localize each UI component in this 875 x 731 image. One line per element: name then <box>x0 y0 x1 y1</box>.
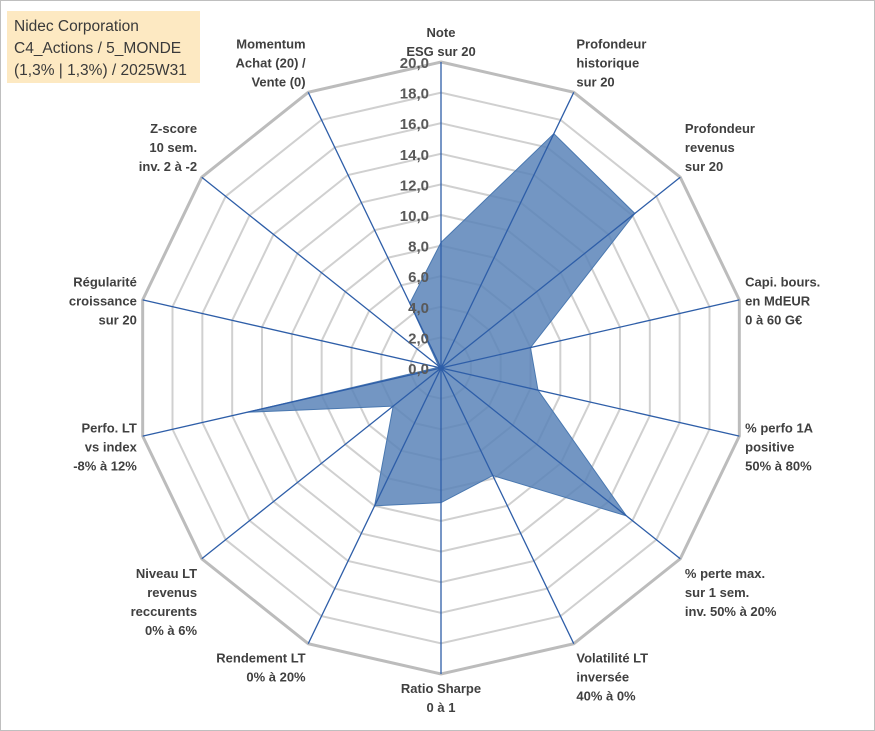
axis-label-line: Profondeur <box>576 36 646 51</box>
axis-label-line: -8% à 12% <box>73 458 137 473</box>
axis-label-line: Volatilité LT <box>576 651 648 666</box>
axis-label-line: % perfo 1A <box>745 420 814 435</box>
axis-label: Momentum Achat (20) / Vente (0) <box>236 36 306 89</box>
axis-label: Régularité croissance sur 20 <box>69 275 137 328</box>
axis-label-line: 0% à 20% <box>246 670 306 685</box>
axis-spoke <box>440 176 681 369</box>
axis-label-line: Vente (0) <box>251 74 305 89</box>
axis-label-line: inversée <box>576 670 629 685</box>
axis-label-line: Capi. bours. <box>745 275 820 290</box>
tick-label: 4,0 <box>408 300 429 317</box>
axis-spoke <box>440 367 740 437</box>
axis-label-line: sur 20 <box>576 74 614 89</box>
axis-label-line: en MdEUR <box>745 294 811 309</box>
axis-label-line: Momentum <box>236 36 305 51</box>
axis-label-line: sur 1 sem. <box>685 585 749 600</box>
axis-label: Note ESG sur 20 <box>406 25 475 59</box>
axis-label-line: reccurents <box>131 604 197 619</box>
weight-and-week: (1,3% | 1,3%) / 2025W31 <box>14 62 187 79</box>
axis-label: % perte max. sur 1 sem. inv. 50% à 20% <box>685 566 777 619</box>
axis-spoke <box>307 367 442 644</box>
tick-label: 6,0 <box>408 269 429 286</box>
tick-label: 0,0 <box>408 361 429 378</box>
axis-label: Profondeur historique sur 20 <box>576 36 646 89</box>
axis-label: Perfo. LT vs index -8% à 12% <box>73 420 137 473</box>
tick-label: 8,0 <box>408 239 429 256</box>
portfolio-path: C4_Actions / 5_MONDE <box>14 40 182 57</box>
axis-label-line: 10 sem. <box>149 140 197 155</box>
axis-label-line: croissance <box>69 294 137 309</box>
chart-title-box: Nidec Corporation C4_Actions / 5_MONDE (… <box>7 11 200 83</box>
axis-label-line: Achat (20) / <box>236 55 306 70</box>
axis-spoke <box>440 367 681 560</box>
axis-spoke <box>201 367 442 560</box>
axis-label-line: sur 20 <box>685 159 723 174</box>
axis-label-line: 40% à 0% <box>576 689 636 704</box>
tick-label: 20,0 <box>400 55 429 72</box>
axis-label: Rendement LT 0% à 20% <box>216 651 306 685</box>
axis-label: Ratio Sharpe 0 à 1 <box>401 681 481 715</box>
axis-label-line: Niveau LT <box>136 566 197 581</box>
axis-label: Volatilité LT inversée 40% à 0% <box>576 651 648 704</box>
company-name: Nidec Corporation <box>14 18 139 35</box>
axis-label: Z-score 10 sem. inv. 2 à -2 <box>139 121 197 174</box>
axis-label: Capi. bours. en MdEUR 0 à 60 G€ <box>745 275 820 328</box>
axis-label-line: Perfo. LT <box>81 420 136 435</box>
axis-label-line: revenus <box>147 585 197 600</box>
tick-label: 12,0 <box>400 177 429 194</box>
axis-label-line: 0% à 6% <box>145 623 197 638</box>
axis-spoke <box>201 176 442 369</box>
axis-label-line: ESG sur 20 <box>406 44 475 59</box>
axis-label-line: 0 à 1 <box>427 700 456 715</box>
tick-label: 18,0 <box>400 86 429 103</box>
tick-label: 2,0 <box>408 330 429 347</box>
axis-label: % perfo 1A positive 50% à 80% <box>745 420 814 473</box>
axis-label-line: % perte max. <box>685 566 765 581</box>
axis-label-line: inv. 2 à -2 <box>139 159 197 174</box>
axis-label-line: historique <box>576 55 639 70</box>
axis-label-line: Note <box>427 25 456 40</box>
axis-spoke <box>142 299 442 369</box>
axis-label-line: Rendement LT <box>216 651 305 666</box>
axis-spoke <box>440 92 575 369</box>
axis-spoke <box>440 299 740 369</box>
tick-label: 16,0 <box>400 116 429 133</box>
axis-label-line: Ratio Sharpe <box>401 681 481 696</box>
axis-label-line: 50% à 80% <box>745 458 812 473</box>
axis-spoke <box>307 92 442 369</box>
axis-label-line: Profondeur <box>685 121 755 136</box>
tick-label: 14,0 <box>400 147 429 164</box>
axis-label-line: positive <box>745 439 794 454</box>
axis-label-line: Z-score <box>150 121 197 136</box>
axis-label-line: 0 à 60 G€ <box>745 313 802 328</box>
axis-spoke <box>142 367 442 437</box>
tick-label: 10,0 <box>400 208 429 225</box>
axis-label: Profondeur revenus sur 20 <box>685 121 755 174</box>
axis-label-line: sur 20 <box>99 313 137 328</box>
axis-label-line: vs index <box>85 439 138 454</box>
axis-label-line: inv. 50% à 20% <box>685 604 777 619</box>
axis-label: Niveau LT revenus reccurents 0% à 6% <box>131 566 198 638</box>
axis-label-line: Régularité <box>73 275 137 290</box>
axis-label-line: revenus <box>685 140 735 155</box>
axis-spoke <box>440 367 575 644</box>
